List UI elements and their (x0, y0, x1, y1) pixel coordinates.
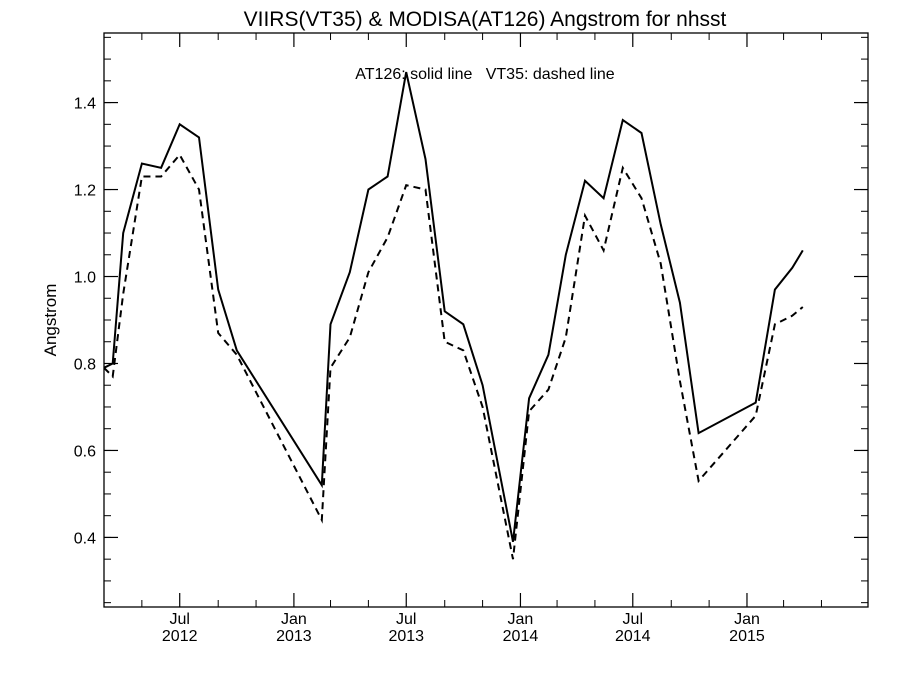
plot-frame (103, 32, 869, 608)
y-tick-label: 1.4 (74, 96, 96, 113)
x-tick-month: Jan (734, 611, 760, 628)
y-tick-label: 1.2 (74, 183, 96, 200)
y-axis-label: Angstrom (41, 284, 60, 357)
x-tick-year: 2013 (276, 628, 312, 645)
axis-ticks (104, 33, 868, 607)
at126-solid-line (104, 71, 804, 542)
x-tick-month: Jul (623, 611, 643, 628)
x-tick-month: Jan (508, 611, 534, 628)
y-tick-label: 0.6 (74, 443, 96, 460)
x-tick-year: 2012 (162, 628, 198, 645)
y-tick-label: 0.4 (74, 530, 96, 547)
line-style-annotation: AT126: solid line VT35: dashed line (355, 66, 615, 83)
y-tick-label: 0.8 (74, 356, 96, 373)
x-tick-month: Jul (169, 611, 189, 628)
x-tick-year: 2015 (729, 628, 765, 645)
x-tick-month: Jul (396, 611, 416, 628)
y-tick-label: 1.0 (74, 270, 96, 287)
x-tick-year: 2013 (388, 628, 424, 645)
x-tick-year: 2014 (615, 628, 651, 645)
data-lines (104, 71, 804, 560)
chart-title: VIIRS(VT35) & MODISA(AT126) Angstrom for… (244, 8, 727, 31)
x-tick-month: Jan (281, 611, 307, 628)
tick-labels: 0.40.60.81.01.21.4Jul2012Jan2013Jul2013J… (74, 96, 765, 645)
x-tick-year: 2014 (503, 628, 539, 645)
vt35-dashed-line (104, 153, 804, 560)
